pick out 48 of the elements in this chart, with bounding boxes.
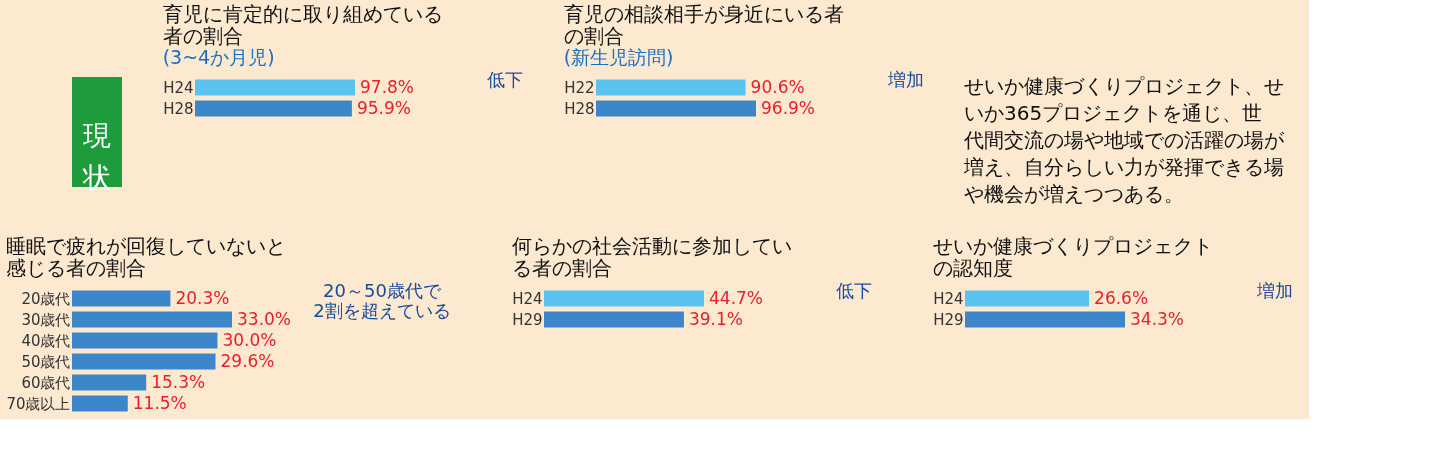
y-tick-label: 20歳代 xyxy=(21,289,71,308)
data-label: 96.9% xyxy=(761,97,816,118)
y-tick-label: 70歳以上 xyxy=(6,394,71,413)
chart-title: 何らかの社会活動に参加している者の割合 xyxy=(511,234,792,280)
data-label: 34.3% xyxy=(1130,308,1185,329)
text: 低下 xyxy=(836,280,872,301)
data-label: 97.8% xyxy=(360,76,415,97)
y-tick-label: H22 xyxy=(564,78,595,97)
data-label: 30.0% xyxy=(222,329,277,350)
y-tick-label: H24 xyxy=(163,78,194,97)
y-tick-label: 30歳代 xyxy=(21,310,71,329)
chart-subtitle: (3~4か月児) xyxy=(162,46,275,68)
chart-subtitle: (新生児訪問) xyxy=(563,46,674,68)
data-label: 95.9% xyxy=(356,97,411,118)
y-tick-label: H24 xyxy=(933,289,964,308)
bar xyxy=(72,374,147,391)
data-label: 33.0% xyxy=(237,308,292,329)
chart-title: 育児に肯定的に取り組めている者の割合 xyxy=(162,2,443,48)
bar xyxy=(72,353,216,370)
chart-title: せいか健康づくりプロジェクトの認知度 xyxy=(932,234,1213,280)
text: 20～50歳代で2割を超えている xyxy=(313,280,451,321)
chart-title: 育児の相談相手が身近にいる者の割合 xyxy=(563,2,844,48)
data-label: 26.6% xyxy=(1094,287,1149,308)
y-tick-label: 50歳代 xyxy=(21,352,71,371)
bar xyxy=(72,290,171,307)
data-label: 15.3% xyxy=(151,371,206,392)
y-tick-label: 60歳代 xyxy=(21,373,71,392)
text: 増加 xyxy=(1256,280,1293,301)
data-label: 90.6% xyxy=(750,76,805,97)
bar xyxy=(72,332,218,349)
chart-title: 睡眠で疲れが回復していないと感じる者の割合 xyxy=(5,234,286,280)
text: せいか健康づくりプロジェクト、せいか365プロジェクトを通じ、世代間交流の場や地域での活躍の場が増え、自分らしい力が発揮できる場や機会が増えつつある。 xyxy=(963,74,1285,206)
bar xyxy=(72,311,232,328)
data-label: 20.3% xyxy=(175,287,230,308)
y-tick-label: H29 xyxy=(512,310,543,329)
data-label: 29.6% xyxy=(220,350,275,371)
y-tick-label: H28 xyxy=(163,99,194,118)
data-label: 44.7% xyxy=(709,287,764,308)
y-tick-label: H29 xyxy=(933,310,964,329)
y-tick-label: H24 xyxy=(512,289,543,308)
bar xyxy=(72,395,128,412)
y-tick-label: H28 xyxy=(564,99,595,118)
text: 現状 xyxy=(82,119,111,194)
data-label: 39.1% xyxy=(688,308,743,329)
text: 増加 xyxy=(887,69,924,90)
text: 低下 xyxy=(487,69,523,90)
y-tick-label: 40歳代 xyxy=(21,331,71,350)
data-label: 11.5% xyxy=(132,392,187,413)
